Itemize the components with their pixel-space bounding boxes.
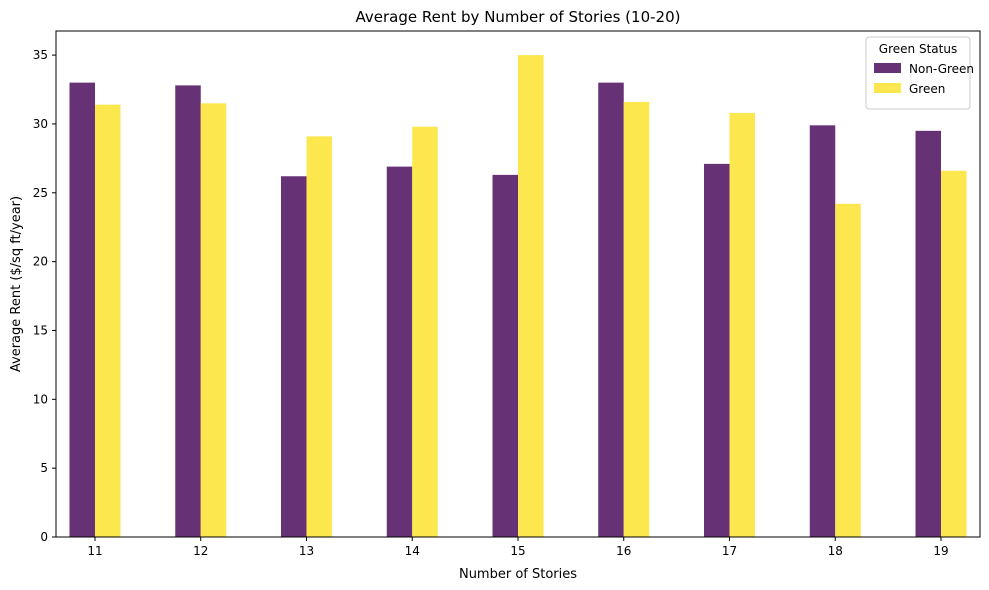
y-tick-label: 30 (33, 117, 48, 131)
legend-swatch-non-green (874, 63, 901, 73)
x-tick-label: 15 (510, 544, 525, 558)
bar-non-green-14 (386, 166, 413, 537)
axes-layer: 11 12 13 14 15 16 17 18 19 0 5 10 15 20 25 30 35 (33, 30, 981, 558)
bar-non-green-12 (175, 85, 201, 537)
x-tick-label: 12 (193, 544, 208, 558)
y-tick-label: 5 (40, 461, 48, 475)
bar-non-green-16 (598, 82, 624, 537)
x-tick-label: 13 (299, 544, 314, 558)
x-tick-label: 14 (405, 544, 420, 558)
x-tick-label: 18 (828, 544, 843, 558)
bar-green-17 (729, 112, 755, 538)
legend-swatch-green (874, 83, 901, 93)
x-tick-label: 19 (933, 544, 948, 558)
y-tick-label: 10 (33, 392, 48, 406)
plot-frame (55, 30, 981, 538)
bar-green-13 (306, 136, 332, 537)
bar-green-19 (941, 170, 967, 537)
bar-green-16 (623, 101, 650, 537)
y-tick-label: 25 (33, 186, 48, 200)
bar-green-11 (95, 104, 121, 537)
y-tick-label: 35 (33, 48, 48, 62)
bar-green-18 (835, 203, 861, 538)
bar-non-green-13 (281, 176, 307, 537)
y-axis-label: Average Rent ($/sq ft/year) (9, 196, 24, 372)
bar-green-15 (518, 55, 544, 537)
x-tick-label: 11 (87, 544, 102, 558)
bar-non-green-19 (915, 130, 941, 537)
legend-label-non-green: Non-Green (909, 62, 974, 76)
legend-title: Green Status (879, 42, 957, 56)
x-tick-label: 16 (616, 544, 631, 558)
x-axis-label: Number of Stories (459, 567, 577, 582)
x-tick-label: 17 (722, 544, 737, 558)
bar-non-green-18 (809, 125, 836, 537)
chart-title: Average Rent by Number of Stories (10-20… (356, 8, 681, 26)
bar-green-14 (412, 126, 438, 537)
bar-non-green-15 (492, 174, 518, 537)
bar-green-12 (200, 103, 227, 537)
bar-non-green-11 (69, 82, 95, 537)
bars-layer (69, 55, 967, 538)
legend-label-green: Green (909, 82, 945, 96)
y-tick-label: 0 (40, 530, 48, 544)
bar-non-green-17 (704, 163, 730, 537)
y-tick-label: 20 (33, 255, 48, 269)
legend: Green Status Non-Green Green (865, 36, 974, 110)
y-tick-label: 15 (33, 323, 48, 337)
